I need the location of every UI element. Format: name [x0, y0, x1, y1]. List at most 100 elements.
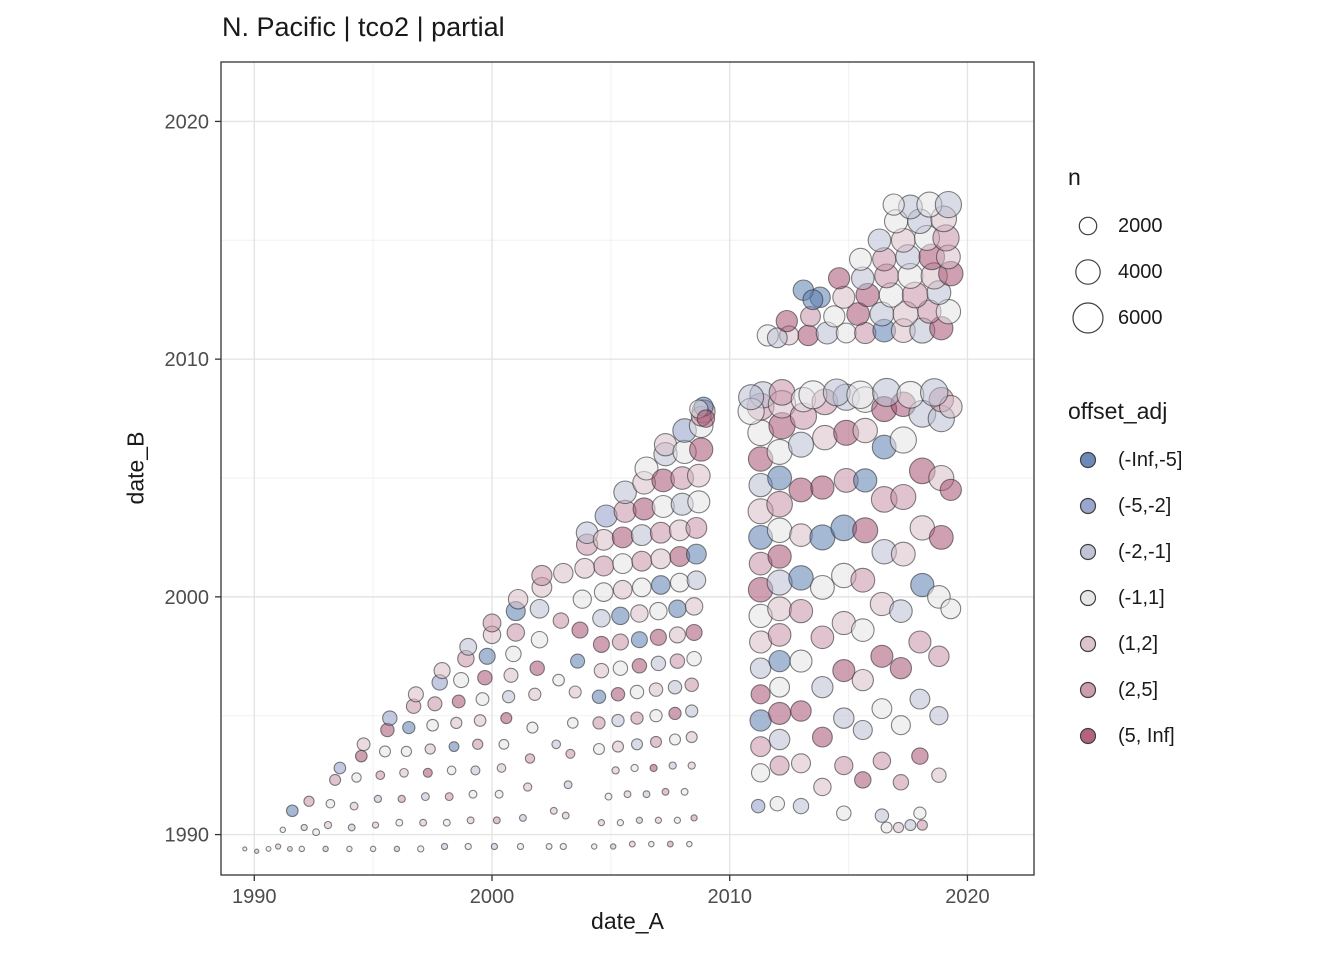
- data-point: [422, 767, 433, 778]
- data-point: [399, 767, 409, 778]
- data-point: [630, 524, 653, 547]
- data-point: [649, 628, 667, 646]
- data-point: [767, 465, 793, 491]
- data-point: [526, 721, 539, 734]
- data-point: [628, 840, 636, 848]
- data-point: [472, 738, 484, 750]
- x-tick-label: 2010: [707, 886, 752, 908]
- data-point: [440, 842, 449, 851]
- data-point: [559, 842, 567, 851]
- data-point: [673, 816, 682, 824]
- data-point: [477, 669, 493, 686]
- data-point: [882, 193, 905, 216]
- color-legend-entry: (1,2]: [1068, 621, 1182, 667]
- data-point: [373, 794, 383, 804]
- data-point: [561, 811, 570, 820]
- data-point: [597, 819, 606, 827]
- data-point: [904, 819, 917, 832]
- data-point: [501, 690, 516, 704]
- data-point: [570, 653, 586, 669]
- data-point: [611, 526, 634, 549]
- data-point: [349, 801, 359, 811]
- data-point: [811, 676, 834, 699]
- data-point: [635, 816, 644, 824]
- data-point: [769, 795, 786, 812]
- data-point: [913, 806, 927, 820]
- data-point: [669, 572, 690, 593]
- data-point: [685, 543, 707, 565]
- data-point: [767, 596, 793, 622]
- data-point: [254, 848, 260, 854]
- data-point: [686, 570, 707, 591]
- data-point: [822, 378, 851, 407]
- data-point: [834, 755, 854, 776]
- data-point: [750, 763, 771, 783]
- panel-border: [220, 61, 1035, 876]
- size-legend-circle-icon: [1068, 252, 1108, 292]
- data-point: [687, 490, 711, 514]
- data-point: [939, 478, 962, 502]
- data-point: [503, 667, 519, 683]
- data-point: [420, 792, 430, 802]
- x-tick-label: 2000: [470, 886, 515, 908]
- data-point: [630, 604, 649, 623]
- data-point: [889, 599, 913, 623]
- data-point: [506, 623, 526, 642]
- data-point: [823, 305, 846, 328]
- data-point: [650, 548, 672, 570]
- data-point: [611, 606, 630, 626]
- data-point: [669, 653, 686, 669]
- data-point: [323, 820, 333, 830]
- data-point: [393, 845, 401, 853]
- data-point: [630, 631, 648, 649]
- data-point: [604, 792, 613, 801]
- data-point: [347, 823, 356, 832]
- data-point: [407, 686, 424, 703]
- data-point: [593, 582, 614, 602]
- data-point: [551, 739, 562, 750]
- size-legend-title: n: [1068, 164, 1081, 190]
- data-point: [634, 456, 659, 481]
- data-point: [530, 630, 549, 649]
- data-point: [630, 711, 644, 725]
- size-legend-value: 6000: [1118, 306, 1163, 329]
- data-point: [610, 687, 626, 702]
- data-point: [642, 790, 651, 799]
- data-point: [451, 694, 466, 709]
- data-point: [494, 789, 504, 799]
- data-point: [768, 728, 791, 751]
- data-point: [613, 480, 637, 505]
- data-point: [375, 770, 386, 781]
- data-point: [498, 738, 510, 750]
- color-legend-label: (-1,1]: [1118, 586, 1165, 609]
- color-legend-label: (5, Inf]: [1118, 724, 1175, 747]
- data-point: [931, 767, 947, 783]
- data-point: [684, 597, 704, 616]
- data-point: [616, 819, 625, 827]
- data-point: [395, 818, 404, 827]
- data-point: [668, 761, 677, 770]
- data-point: [402, 720, 416, 735]
- data-point: [592, 528, 615, 551]
- data-point: [279, 826, 287, 834]
- data-point: [832, 285, 856, 309]
- data-point: [466, 816, 475, 825]
- data-point: [450, 716, 463, 730]
- size-legend-value: 4000: [1118, 260, 1163, 283]
- data-point: [686, 463, 711, 488]
- data-point: [563, 780, 573, 790]
- color-legend-swatch-icon: [1068, 624, 1108, 664]
- data-point: [419, 818, 428, 827]
- data-point: [351, 772, 362, 783]
- data-point: [797, 324, 819, 347]
- data-point: [832, 659, 856, 683]
- data-point: [648, 840, 655, 848]
- data-point: [590, 843, 598, 850]
- data-point: [668, 599, 687, 619]
- data-point: [286, 845, 293, 852]
- data-point: [685, 731, 698, 744]
- data-point: [611, 766, 620, 775]
- data-point: [490, 842, 499, 851]
- data-point: [322, 845, 329, 853]
